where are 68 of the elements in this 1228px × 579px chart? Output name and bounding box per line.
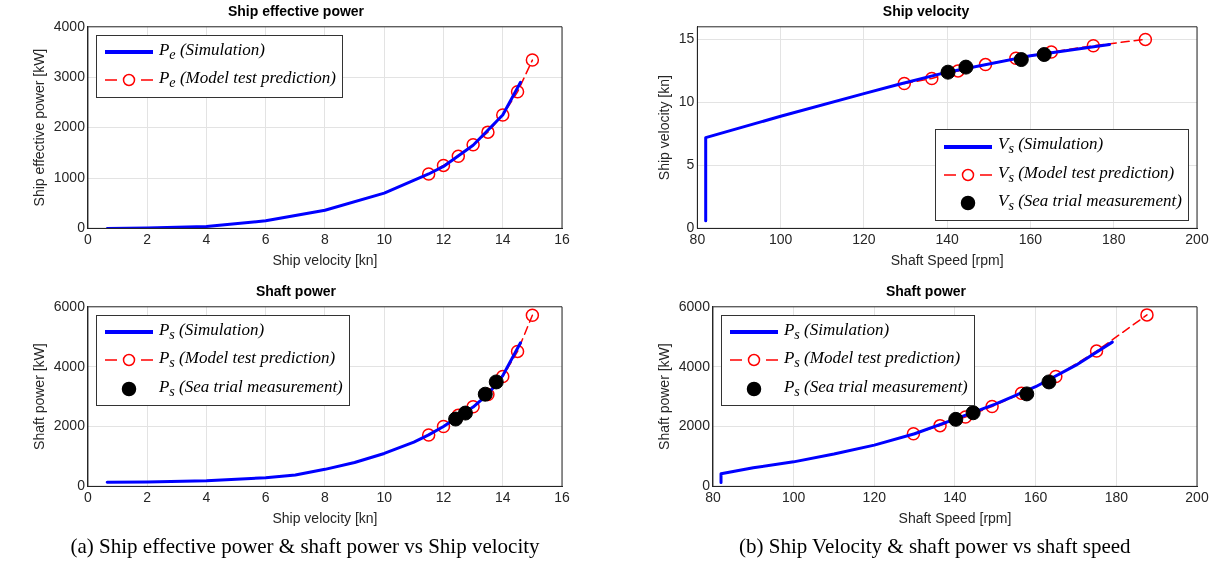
legend-label: P$_{s}$ (Simulation) — [158, 318, 265, 345]
x-tick-label: 12 — [435, 230, 452, 247]
y-tick-label: 6000 — [678, 297, 711, 314]
y-tick-label: 4000 — [53, 357, 86, 374]
chart-title: Ship effective power — [227, 3, 365, 20]
legend-label: P$_{s}$ (Sea trial measurement) — [158, 375, 343, 401]
x-axis-title: Shaft Speed [rpm] — [890, 252, 1004, 269]
y-tick-label: 6000 — [53, 297, 86, 314]
x-tick-label: 4 — [202, 230, 211, 247]
x-tick-label: 10 — [376, 230, 393, 247]
y-tick-label: 5 — [686, 156, 695, 173]
x-tick-label: 100 — [768, 230, 793, 247]
y-tick-label: 1000 — [53, 168, 86, 185]
x-tick-label: 8 — [321, 488, 330, 505]
legend-label: P$_{s}$ (Simulation) — [783, 318, 890, 345]
x-tick-label: 16 — [554, 488, 570, 505]
y-tick-label: 3000 — [53, 68, 86, 85]
x-tick-label: 160 — [1023, 488, 1048, 505]
legend-label: V$_{s}$ (Simulation) — [998, 133, 1104, 159]
x-tick-label: 180 — [1104, 488, 1129, 505]
x-tick-label: 10 — [376, 488, 393, 505]
y-tick-label: 2000 — [678, 417, 711, 434]
text: (b) Ship Velocity & shaft power vs shaft speed — [739, 534, 1131, 559]
x-tick-label: 14 — [494, 230, 511, 247]
x-tick-label: 6 — [261, 488, 270, 505]
y-tick-label: 10 — [678, 93, 695, 110]
x-tick-label: 200 — [1185, 488, 1209, 505]
y-axis-title: Shaft power [kW] — [31, 343, 48, 450]
y-tick-label: 0 — [77, 219, 86, 236]
y-tick-label: 4000 — [53, 17, 86, 34]
y-tick-label: 15 — [678, 30, 695, 47]
x-tick-label: 12 — [435, 488, 452, 505]
x-axis-title: Ship velocity [kn] — [272, 252, 378, 269]
y-tick-label: 2000 — [53, 417, 86, 434]
x-tick-label: 2 — [143, 230, 152, 247]
x-tick-label: 6 — [261, 230, 270, 247]
x-tick-label: 2 — [143, 488, 152, 505]
chart-title: Ship velocity — [882, 3, 970, 20]
x-tick-label: 100 — [781, 488, 806, 505]
x-tick-label: 4 — [202, 488, 211, 505]
legend-label: P$_{s}$ (Sea trial measurement) — [783, 375, 968, 401]
legend-label: P$_{s}$ (Model test prediction) — [783, 347, 961, 373]
x-tick-label: 120 — [862, 488, 887, 505]
x-tick-label: 120 — [852, 230, 876, 247]
x-tick-label: 8 — [321, 230, 330, 247]
x-tick-label: 14 — [494, 488, 511, 505]
legend-label: P$_{e}$ (Simulation) — [158, 38, 265, 65]
x-tick-label: 200 — [1185, 230, 1209, 247]
legend-label: P$_{s}$ (Model test prediction) — [158, 347, 336, 373]
x-tick-label: 140 — [935, 230, 960, 247]
x-tick-label: 16 — [554, 230, 570, 247]
legend-label: V$_{s}$ (Model test prediction) — [998, 161, 1175, 188]
y-tick-label: 4000 — [678, 357, 711, 374]
y-axis-title: Ship velocity [kn] — [656, 75, 673, 181]
x-axis-title: Ship velocity [kn] — [272, 510, 378, 527]
chart-title: Shaft power — [255, 283, 337, 300]
text: (a) Ship effective power & shaft power vs Ship velocity — [70, 534, 540, 559]
chart-title: Shaft power — [885, 283, 967, 300]
legend-label: V$_{s}$ (Sea trial measurement) — [998, 190, 1182, 216]
x-tick-label: 180 — [1102, 230, 1126, 247]
legend-label: P$_{e}$ (Model test prediction) — [158, 67, 336, 93]
x-axis-title: Shaft Speed [rpm] — [898, 510, 1012, 527]
y-tick-label: 0 — [77, 477, 86, 494]
x-tick-label: 140 — [943, 488, 967, 505]
y-axis-title: Shaft power [kW] — [656, 343, 673, 450]
x-tick-label: 160 — [1018, 230, 1043, 247]
y-axis-title: Ship effective power [kW] — [31, 48, 48, 207]
y-tick-label: 2000 — [53, 118, 86, 135]
